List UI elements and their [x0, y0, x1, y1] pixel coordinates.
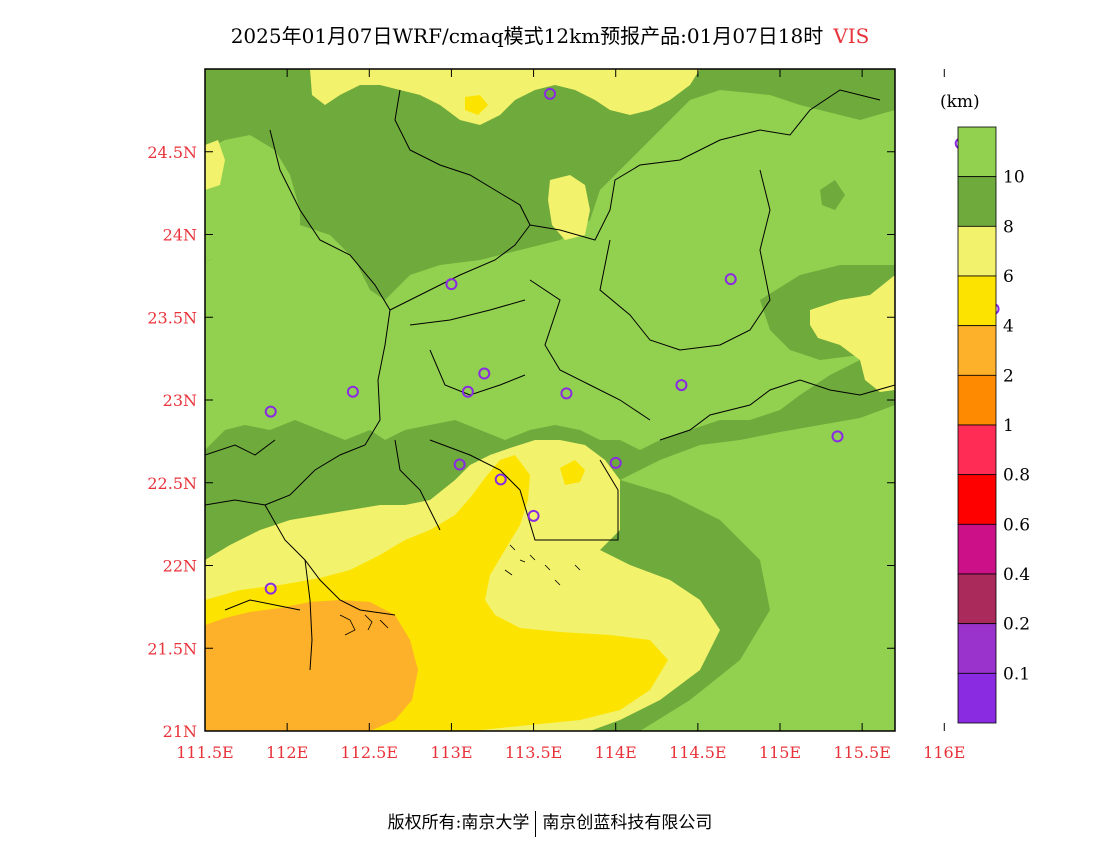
lon-label: 116E — [923, 743, 965, 762]
station-marker — [724, 273, 737, 286]
lat-label: 23.5N — [147, 308, 197, 327]
station-marker — [445, 278, 458, 291]
footer-separator — [535, 810, 537, 837]
coast-islands — [339, 544, 581, 636]
station-marker — [609, 456, 622, 469]
lat-label: 23N — [163, 391, 197, 410]
lat-label: 21.5N — [147, 639, 197, 658]
station-marker — [478, 367, 491, 380]
title-text: 2025年01月07日WRF/cmaq模式12km预报产品:01月07日18时 — [230, 24, 824, 48]
lon-label: 114E — [595, 743, 637, 762]
colorbar-label: 2 — [1003, 366, 1014, 386]
boundary-lines — [205, 89, 895, 671]
map-title: 2025年01月07日WRF/cmaq模式12km预报产品:01月07日18时 V… — [0, 20, 1100, 49]
station-marker — [264, 582, 277, 595]
map-plot-area — [205, 69, 895, 731]
colorbar-label: 1 — [1003, 416, 1014, 436]
colorbar-label: 0.6 — [1003, 515, 1030, 535]
lon-label: 113E — [430, 743, 472, 762]
lat-label: 22.5N — [147, 474, 197, 493]
longitude-axis: 111.5E 112E 112.5E 113E 113.5E 114E 114.5E 115E… — [176, 69, 965, 762]
colorbar-swatch — [957, 672, 997, 724]
lon-label: 111.5E — [176, 743, 233, 762]
colorbar-label: 8 — [1003, 217, 1014, 237]
station-marker — [461, 385, 474, 398]
station-marker — [675, 379, 688, 392]
lon-label: 112.5E — [341, 743, 398, 762]
colorbar-label: 0.4 — [1003, 565, 1030, 585]
lon-label: 115E — [759, 743, 801, 762]
colorbar-swatch — [957, 573, 997, 625]
colorbar-swatch — [957, 474, 997, 525]
colorbar-label: 0.8 — [1003, 466, 1030, 486]
copyright-left: 版权所有:南京大学 — [387, 813, 530, 833]
lon-label: 112E — [266, 743, 308, 762]
station-marker — [527, 509, 540, 522]
colorbar-swatch — [957, 623, 997, 674]
lat-label: 22N — [163, 557, 197, 576]
colorbar-swatch — [957, 275, 997, 327]
station-markers — [264, 87, 1000, 595]
lon-label: 115.5E — [833, 743, 890, 762]
colorbar-label: 4 — [1003, 317, 1014, 337]
colorbar-label: 6 — [1003, 267, 1014, 287]
colorbar-swatch — [957, 126, 997, 178]
colorbar-swatch — [957, 325, 997, 376]
copyright-right: 南京创蓝科技有限公司 — [542, 813, 713, 833]
latitude-axis: 21N 21.5N 22N 22.5N 23N 23.5N 24N 24.5N — [147, 143, 895, 741]
station-marker — [560, 387, 573, 400]
colorbar-label: 10 — [1003, 168, 1025, 188]
colorbar-swatch — [957, 176, 997, 227]
colorbar-swatch — [957, 374, 997, 426]
colorbar: 10 8 6 4 2 1 0.8 0.6 0.4 0.2 0.1 — [957, 126, 1030, 724]
station-marker — [264, 405, 277, 418]
colorbar-swatch — [957, 225, 997, 277]
title-variable: VIS — [833, 24, 870, 48]
station-marker — [494, 473, 507, 486]
fill-vis-gt10-east — [205, 285, 895, 731]
station-marker — [831, 430, 844, 443]
colorbar-swatch — [957, 523, 997, 575]
lat-label: 24N — [163, 226, 197, 245]
colorbar-label: 0.2 — [1003, 615, 1030, 635]
station-marker — [453, 458, 466, 471]
station-marker — [544, 87, 556, 100]
lon-label: 113.5E — [505, 743, 562, 762]
copyright-footer: 版权所有:南京大学 南京创蓝科技有限公司 — [0, 808, 1100, 837]
lon-label: 114.5E — [669, 743, 726, 762]
colorbar-units: (km) — [940, 92, 980, 112]
lat-label: 21N — [163, 722, 197, 741]
fill-vis-2-4 — [205, 600, 418, 731]
station-marker — [346, 385, 359, 398]
colorbar-label: 0.1 — [1003, 664, 1030, 684]
colorbar-swatch — [957, 424, 997, 476]
lat-label: 24.5N — [147, 143, 197, 162]
